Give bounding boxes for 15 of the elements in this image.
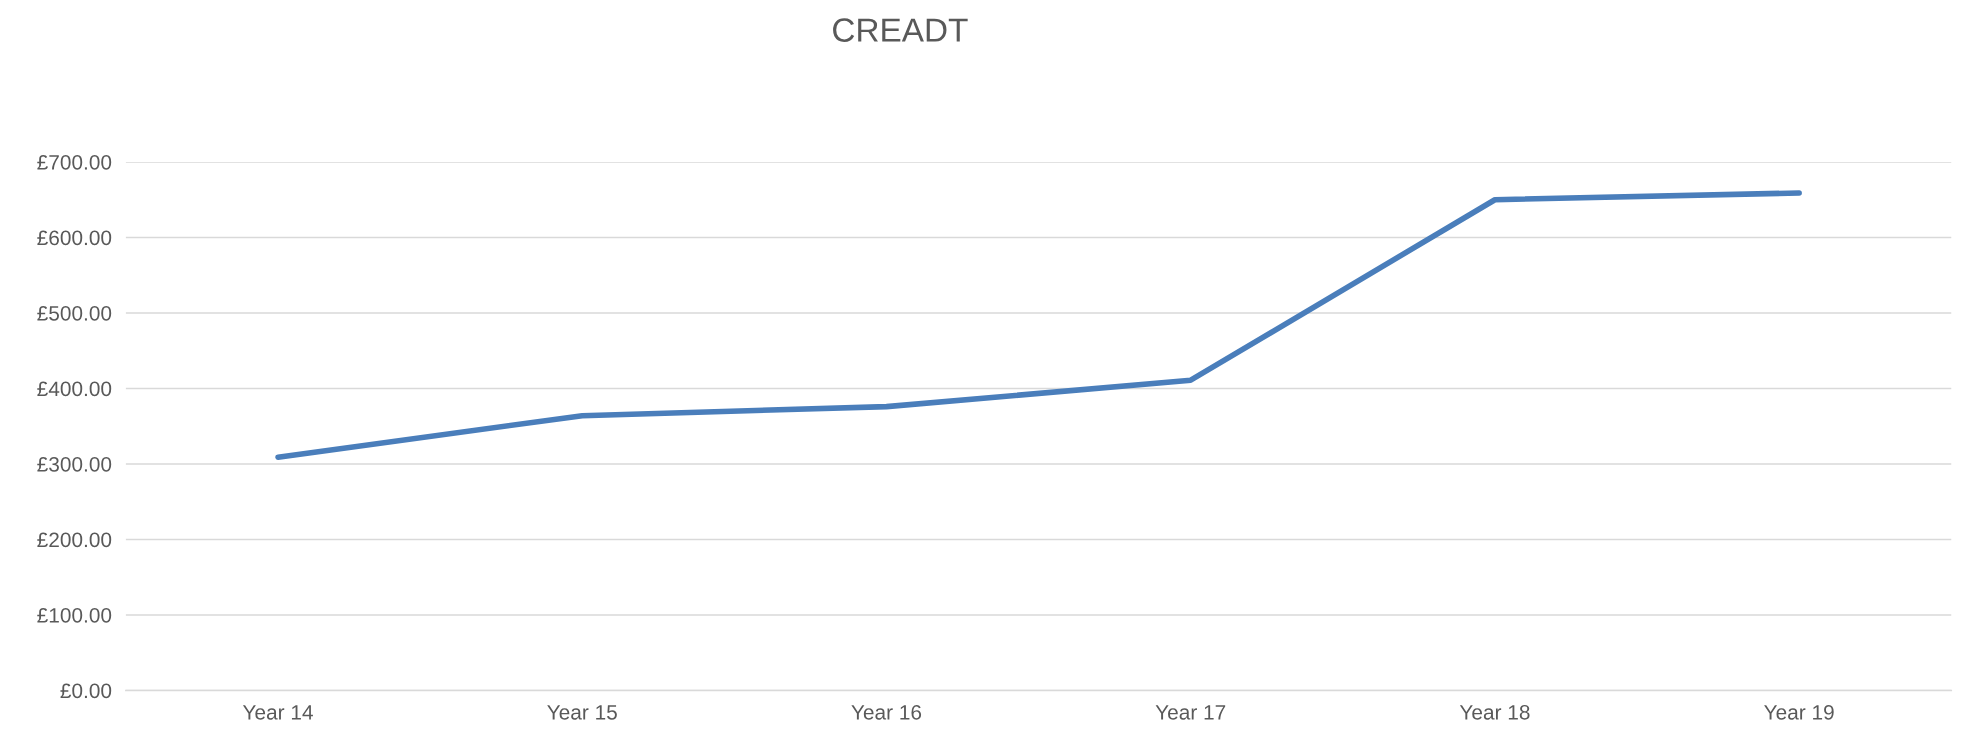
x-tick-label: Year 14 — [242, 705, 313, 720]
x-tick-label: Year 18 — [1459, 704, 1530, 720]
y-tick-label: £700.00 — [37, 154, 112, 170]
chart-title: CREADT — [833, 18, 968, 42]
y-tick-label: £200.00 — [37, 532, 112, 548]
x-tick-label: Year 15 — [547, 705, 617, 720]
x-tick-label: Year 19 — [1764, 704, 1834, 720]
y-tick-label: £500.00 — [37, 305, 112, 321]
y-tick-label: £100.00 — [37, 607, 112, 623]
y-tick-label: £600.00 — [37, 230, 112, 246]
y-tick-label: £300.00 — [37, 456, 112, 472]
x-tick-label: Year 17 — [1155, 705, 1226, 720]
x-tick-label: Year 16 — [851, 704, 922, 720]
y-tick-label: £400.00 — [37, 381, 112, 397]
y-tick-label: £0.00 — [60, 683, 112, 699]
